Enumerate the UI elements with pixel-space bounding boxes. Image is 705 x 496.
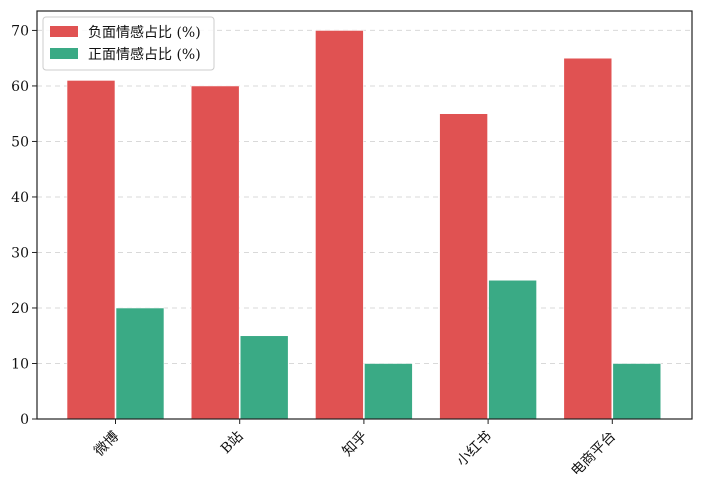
y-tick-label: 40 bbox=[11, 190, 29, 206]
y-tick-label: 70 bbox=[11, 23, 29, 39]
x-tick-label: 小红书 bbox=[454, 429, 495, 470]
bar-positive bbox=[488, 279, 537, 420]
legend-box bbox=[42, 16, 215, 71]
bar-negative bbox=[563, 57, 613, 420]
legend-label: 负面情感占比 (%) bbox=[88, 24, 201, 41]
y-tick-label: 30 bbox=[11, 245, 29, 261]
bar-positive bbox=[612, 363, 662, 420]
y-tick-label: 0 bbox=[20, 412, 29, 428]
plot-frame bbox=[36, 10, 693, 420]
y-axis: 0 10 20 30 40 50 60 70 bbox=[11, 23, 37, 428]
legend-label: 正面情感占比 (%) bbox=[88, 46, 201, 63]
legend-swatch bbox=[50, 26, 78, 37]
x-tick-label: 知乎 bbox=[339, 428, 371, 460]
bar-negative bbox=[190, 85, 240, 420]
legend-swatch bbox=[50, 48, 78, 59]
bars bbox=[66, 30, 662, 420]
y-tick-label: 50 bbox=[11, 134, 29, 150]
bar-negative bbox=[315, 30, 364, 420]
y-tick-label: 60 bbox=[11, 79, 29, 95]
bar-positive bbox=[239, 335, 289, 420]
bar-negative bbox=[439, 113, 488, 420]
y-tick-label: 10 bbox=[11, 356, 29, 372]
x-tick-label: 微博 bbox=[91, 428, 123, 460]
y-tick-label: 20 bbox=[11, 301, 29, 317]
bar-positive bbox=[364, 363, 413, 420]
x-tick-label: 电商平台 bbox=[568, 429, 619, 480]
x-axis: 微博 B站 知乎 小红书 电商平台 bbox=[91, 419, 619, 480]
legend: 负面情感占比 (%) 正面情感占比 (%) bbox=[42, 16, 215, 71]
bar-positive bbox=[115, 307, 165, 420]
x-tick-label: B站 bbox=[218, 429, 246, 457]
bar-negative bbox=[66, 80, 116, 420]
